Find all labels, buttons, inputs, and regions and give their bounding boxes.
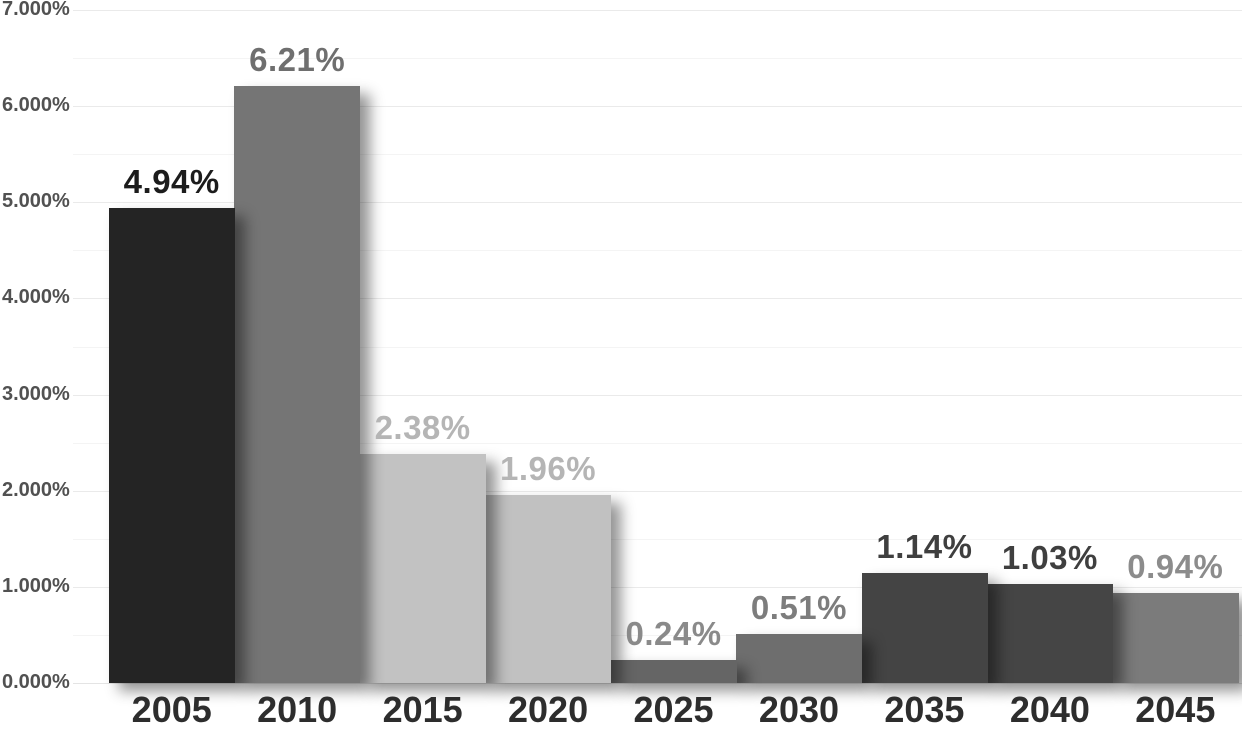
- x-tick-label-2045: 2045: [1135, 689, 1216, 730]
- major-gridline: [73, 10, 1242, 11]
- major-gridline: [73, 106, 1242, 108]
- x-tick-label-2030: 2030: [758, 689, 840, 730]
- y-tick-label: 7.000%: [2, 0, 70, 21]
- x-tick-label-2025: 2025: [633, 689, 714, 730]
- y-tick-label: 5.000%: [2, 190, 70, 213]
- minor-gridline: [73, 58, 1242, 60]
- bar-value-label-2015: 2.38%: [374, 409, 471, 447]
- y-tick-label: 4.000%: [2, 286, 70, 309]
- x-tick-label-2005: 2005: [131, 689, 212, 730]
- major-gridline: [73, 394, 1242, 396]
- bar-value-label-2010: 6.21%: [249, 40, 346, 78]
- major-gridline: [73, 490, 1242, 492]
- bar-2020: [485, 494, 612, 683]
- x-tick-label-2015: 2015: [382, 689, 463, 730]
- bar-2030: [736, 633, 863, 683]
- x-tick-label-2020: 2020: [508, 689, 589, 730]
- bar-value-label-2025: 0.24%: [625, 614, 722, 652]
- y-tick-label: 0.000%: [2, 671, 70, 694]
- minor-gridline: [73, 346, 1242, 348]
- bar-2015: [359, 454, 486, 683]
- bar-value-label-2005: 4.94%: [123, 163, 220, 201]
- minor-gridline: [73, 634, 1242, 636]
- bar-value-label-2035: 1.14%: [876, 528, 973, 566]
- y-tick-label: 2.000%: [2, 478, 70, 501]
- minor-gridline: [73, 250, 1242, 252]
- bar-2035: [861, 573, 988, 683]
- major-gridline: [73, 683, 1242, 684]
- major-gridline: [73, 586, 1242, 588]
- bar-2005: [109, 208, 236, 683]
- x-tick-label-2040: 2040: [1009, 689, 1090, 730]
- major-gridline: [73, 298, 1242, 300]
- minor-gridline: [73, 538, 1242, 540]
- bar-value-label-2040: 1.03%: [1001, 538, 1098, 576]
- bar-2010: [234, 85, 361, 683]
- y-tick-label: 1.000%: [2, 574, 70, 597]
- minor-gridline: [73, 442, 1242, 444]
- bar-value-label-2020: 1.96%: [500, 449, 597, 487]
- bar-value-label-2030: 0.51%: [750, 588, 847, 626]
- bar-value-label-2045: 0.94%: [1127, 547, 1224, 585]
- bar-2045: [1112, 592, 1239, 683]
- x-tick-label-2010: 2010: [257, 689, 338, 730]
- major-gridline: [73, 202, 1242, 204]
- y-tick-label: 3.000%: [2, 382, 70, 405]
- minor-gridline: [73, 154, 1242, 156]
- bar-2040: [987, 583, 1114, 683]
- x-tick-label-2035: 2035: [884, 689, 965, 730]
- y-tick-label: 6.000%: [2, 94, 70, 117]
- bar-2025: [610, 659, 737, 683]
